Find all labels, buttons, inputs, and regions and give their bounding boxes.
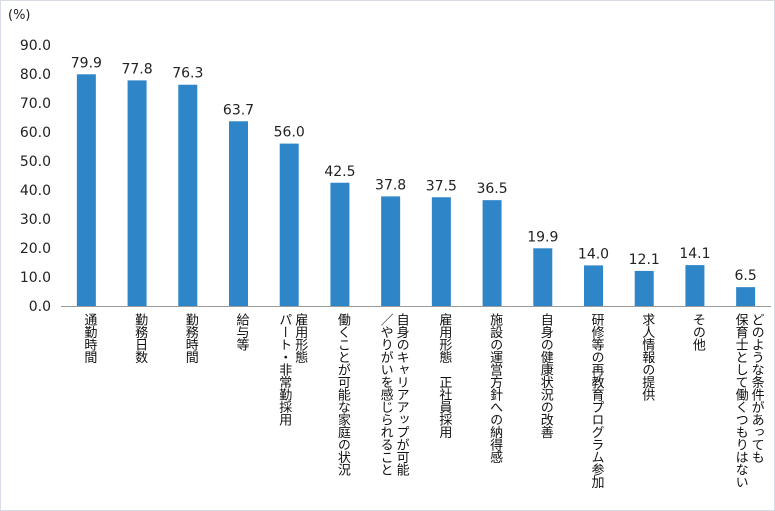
bar-value-label: 6.5 bbox=[735, 268, 757, 284]
bar bbox=[178, 84, 198, 306]
bar bbox=[381, 196, 401, 306]
bar bbox=[533, 248, 553, 306]
bar bbox=[127, 80, 147, 306]
y-tick-label: 90.0 bbox=[20, 38, 51, 54]
bar-series bbox=[76, 74, 756, 307]
category-label: 研修等の再教育プログラム参加 bbox=[588, 313, 604, 488]
bar-value-label: 37.8 bbox=[375, 177, 406, 193]
y-tick-label: 70.0 bbox=[20, 96, 51, 112]
category-label: 勤務時間 bbox=[182, 313, 198, 363]
y-axis-ticks: 0.0 10.0 20.0 30.0 40.0 50.0 60.0 70.0 80.0 90.0 bbox=[20, 38, 51, 315]
y-tick-label: 30.0 bbox=[20, 212, 51, 228]
bar bbox=[431, 197, 451, 306]
bar-value-label: 79.9 bbox=[71, 55, 102, 71]
bar bbox=[584, 265, 603, 306]
bar-value-label: 14.1 bbox=[679, 246, 710, 262]
bar bbox=[685, 265, 705, 306]
category-label: 施設の運営方針への納得感 bbox=[487, 313, 503, 463]
y-tick-label: 40.0 bbox=[20, 183, 51, 199]
category-label: 雇用形態 正社員採用 bbox=[436, 313, 452, 438]
bar-value-label: 12.1 bbox=[629, 252, 660, 268]
bar bbox=[634, 270, 654, 306]
y-tick-label: 50.0 bbox=[20, 154, 51, 170]
bar-value-label: 36.5 bbox=[476, 181, 507, 197]
bar bbox=[279, 143, 299, 306]
bar-value-label: 77.8 bbox=[121, 61, 152, 77]
bar-value-label: 76.3 bbox=[172, 66, 203, 82]
y-tick-label: 60.0 bbox=[20, 125, 51, 141]
bar bbox=[330, 182, 350, 306]
bar bbox=[76, 74, 96, 306]
bar-value-label: 63.7 bbox=[223, 102, 254, 118]
y-tick-label: 0.0 bbox=[29, 299, 51, 315]
bar bbox=[229, 121, 248, 307]
category-label: 働くことが可能な家庭の状況 bbox=[334, 313, 350, 476]
category-label: 通勤時間 bbox=[81, 313, 97, 363]
bar-value-label: 14.0 bbox=[578, 246, 609, 262]
value-labels: 79.9 77.8 76.3 63.7 56.0 42.5 37.8 37.5 36.5 19.9… bbox=[71, 55, 757, 284]
bar bbox=[482, 200, 502, 306]
category-label: 雇用形態 パート・非常勤採用 bbox=[276, 313, 308, 426]
y-tick-label: 20.0 bbox=[20, 241, 51, 257]
category-label: 給与等 bbox=[233, 313, 249, 351]
bar bbox=[736, 287, 756, 306]
category-label: 求人情報の提供 bbox=[639, 313, 655, 401]
y-tick-label: 80.0 bbox=[20, 67, 51, 83]
category-label: 自身の健康状況の改善 bbox=[537, 313, 553, 438]
category-label: どのような条件があっても 保育士として働くつもりはない bbox=[732, 313, 764, 488]
category-label: 自身のキャリアアップが可能 ／やりがいを感じられること bbox=[377, 313, 409, 476]
bar-value-label: 19.9 bbox=[527, 229, 558, 245]
y-axis-unit-label: (%) bbox=[8, 8, 31, 23]
bar-value-label: 37.5 bbox=[426, 178, 457, 194]
y-tick-label: 10.0 bbox=[20, 270, 51, 286]
category-label: その他 bbox=[689, 313, 705, 351]
bar-value-label: 42.5 bbox=[324, 164, 355, 180]
bar-value-label: 56.0 bbox=[274, 125, 305, 141]
category-label: 勤務日数 bbox=[132, 313, 148, 363]
